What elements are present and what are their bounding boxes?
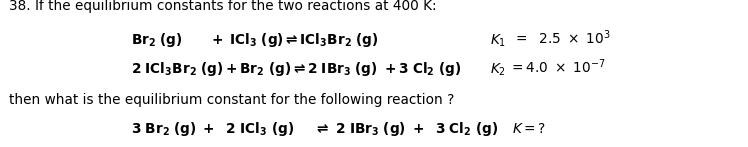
Text: $K_1$: $K_1$ (490, 32, 506, 49)
Text: $\mathbf{Br_2\ (g)\ \ \ \ \ \ + \ ICl_3\ (g) \rightleftharpoons ICl_3Br_2\ (g)}$: $\mathbf{Br_2\ (g)\ \ \ \ \ \ + \ ICl_3\… (131, 31, 378, 49)
Text: $\mathbf{2\ ICl_3Br_2\ (g) + Br_2\ (g) \rightleftharpoons 2\ IBr_3\ (g)\ +3\ Cl_: $\mathbf{2\ ICl_3Br_2\ (g) + Br_2\ (g) \… (131, 61, 462, 78)
Text: $K = ?$: $K = ?$ (512, 122, 546, 136)
Text: $\mathbf{\rightleftharpoons\ 2\ IBr_3\ (g)\ +\ \ 3\ Cl_2\ (g)}$: $\mathbf{\rightleftharpoons\ 2\ IBr_3\ (… (314, 120, 498, 138)
Text: 38. If the equilibrium constants for the two reactions at 400 K:: 38. If the equilibrium constants for the… (9, 0, 437, 13)
Text: then what is the equilibrium constant for the following reaction ?: then what is the equilibrium constant fo… (9, 93, 454, 107)
Text: $= 4.0\ \times\ 10^{-7}$: $= 4.0\ \times\ 10^{-7}$ (509, 58, 605, 76)
Text: $K_2$: $K_2$ (490, 61, 506, 78)
Text: $\mathbf{3\ Br_2\ (g)\ +\ \ 2\ ICl_3\ (g)}$: $\mathbf{3\ Br_2\ (g)\ +\ \ 2\ ICl_3\ (g… (131, 120, 294, 138)
Text: $= \ \ 2.5\ \times\ 10^3$: $= \ \ 2.5\ \times\ 10^3$ (513, 29, 611, 47)
